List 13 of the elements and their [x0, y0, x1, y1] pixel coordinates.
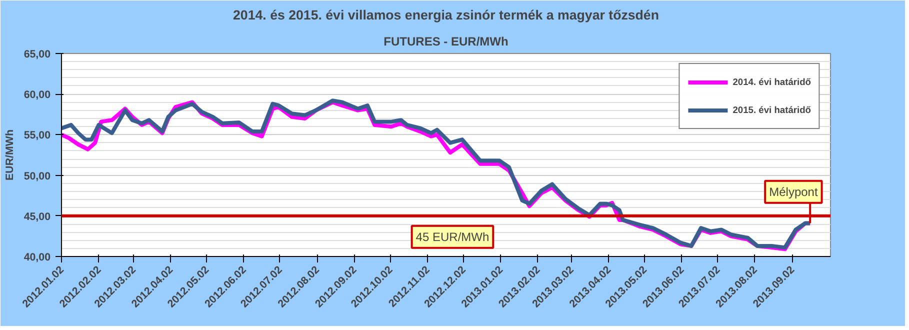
y-tick-label: 60,00: [24, 89, 51, 102]
ref-line-label: 45 EUR/MWh: [416, 230, 490, 244]
y-tick-label: 55,00: [24, 130, 51, 142]
chart-title: 2014. és 2015. évi villamos energia zsinór termék a magyar tőzsdén: [233, 8, 659, 22]
y-axis-title: EUR/MWh: [4, 130, 16, 180]
y-tick-label: 40,00: [24, 252, 51, 264]
chart-subtitle: FUTURES - EUR/MWh: [384, 34, 508, 48]
legend-label: 2014. évi határidő: [732, 77, 811, 87]
y-tick-label: 45,00: [24, 210, 51, 223]
annotation: Mélypont: [769, 184, 818, 199]
legend-label: 2015. évi határidő: [732, 105, 811, 115]
y-tick-label: 50,00: [24, 170, 51, 182]
y-tick-label: 65,00: [24, 48, 51, 60]
